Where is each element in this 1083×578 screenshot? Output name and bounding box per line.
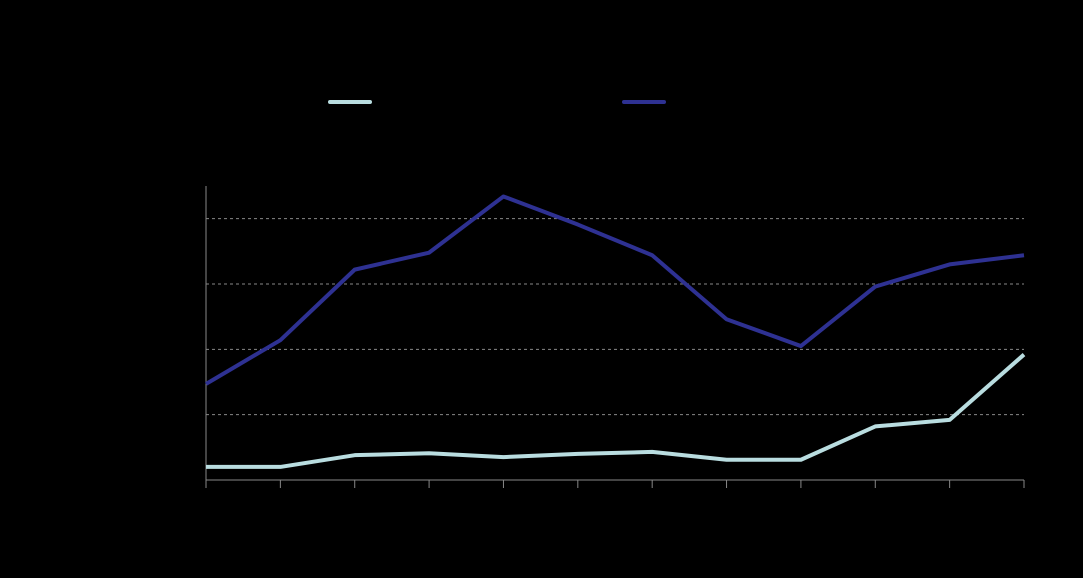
data-line: [206, 353, 1026, 469]
data-line: [204, 194, 1025, 386]
